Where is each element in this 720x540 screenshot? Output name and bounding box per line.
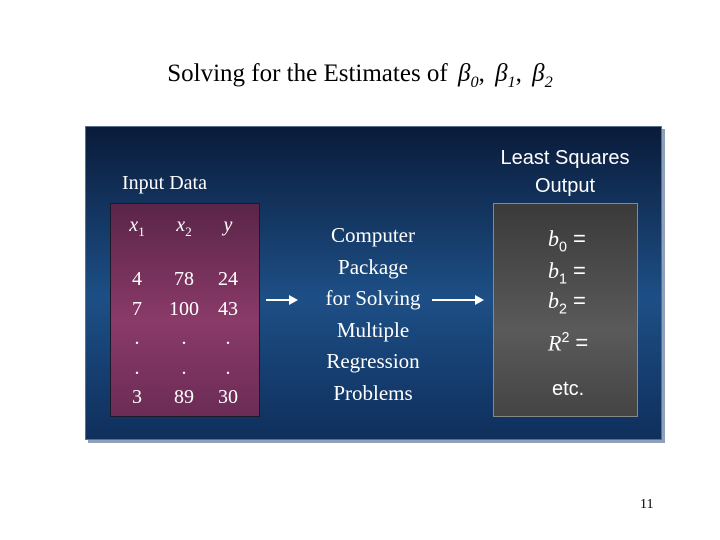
cell-value: 100 [169,297,199,320]
output-item: R2 = [548,330,588,356]
subscript: 1 [559,271,567,288]
cell-value: 89 [174,386,194,408]
beta: β1 [495,60,516,91]
cell-value: 30 [218,386,238,408]
cell-value: 4 [132,268,142,290]
subscript: 2 [185,224,192,239]
variable: b [548,288,559,313]
equals: = [575,330,589,356]
symbol: β [532,60,545,87]
cell-value: 7 [132,297,142,320]
title: Solving for the Estimates of β0, β1, β2 [0,60,720,92]
subscript: 0 [559,239,567,256]
arrow-head [289,295,298,305]
separator: , [515,60,522,87]
cell-value: . [225,327,231,349]
variable: b [548,258,559,283]
cell-value: 3 [132,386,142,408]
input-box [110,203,260,417]
title-text: Solving for the Estimates of [167,60,448,87]
cell-value: . [181,327,187,349]
output-etc: etc. [552,378,585,400]
variable: y [223,214,233,236]
input-label: Input Data [122,172,207,194]
column-header: x2 [162,214,206,240]
superscript: 2 [561,330,570,346]
output-item: b0 = [548,226,586,255]
process-text: Computer Package for Solving Multiple Regres… [308,220,438,409]
label-line: Output [534,175,596,197]
subscript: 1 [507,73,516,91]
variable: x [176,214,186,236]
cell-value: 24 [218,268,238,290]
process-line: Problems [333,380,413,405]
process-line: Package [338,254,408,279]
variable: x [129,214,139,236]
subscript: 1 [138,224,145,239]
output-label: Least Squares Output [490,144,640,200]
cell-value: 43 [218,297,238,320]
process-line: Regression [326,349,420,373]
output-item: b1 = [548,258,586,287]
separator: , [478,60,485,87]
cell-value: . [134,356,140,379]
process-line: for Solving [325,286,421,310]
cell-value: 78 [174,268,194,290]
symbol: β [495,60,508,87]
equals: = [572,258,586,283]
column-header: x1 [115,214,159,240]
equals: = [572,226,586,251]
variable: R [548,330,562,356]
symbol: β [458,60,471,87]
column-header: y [206,214,250,237]
arrow-head [475,295,484,305]
cell-value: . [181,356,187,379]
subscript: 2 [544,73,553,91]
process-line: Computer [331,223,415,247]
cell-value: . [134,327,140,349]
cell-value: . [225,356,231,379]
output-box [493,203,638,417]
output-item: b2 = [548,288,586,317]
process-line: Multiple [336,317,410,342]
variable: b [548,226,559,251]
beta: β0 [458,60,479,91]
subscript: 2 [559,301,567,318]
subscript: 0 [470,73,479,91]
page-number: 11 [640,497,654,512]
equals: = [572,288,586,313]
label-line: Least Squares [500,147,630,169]
beta: β2 [532,60,553,91]
